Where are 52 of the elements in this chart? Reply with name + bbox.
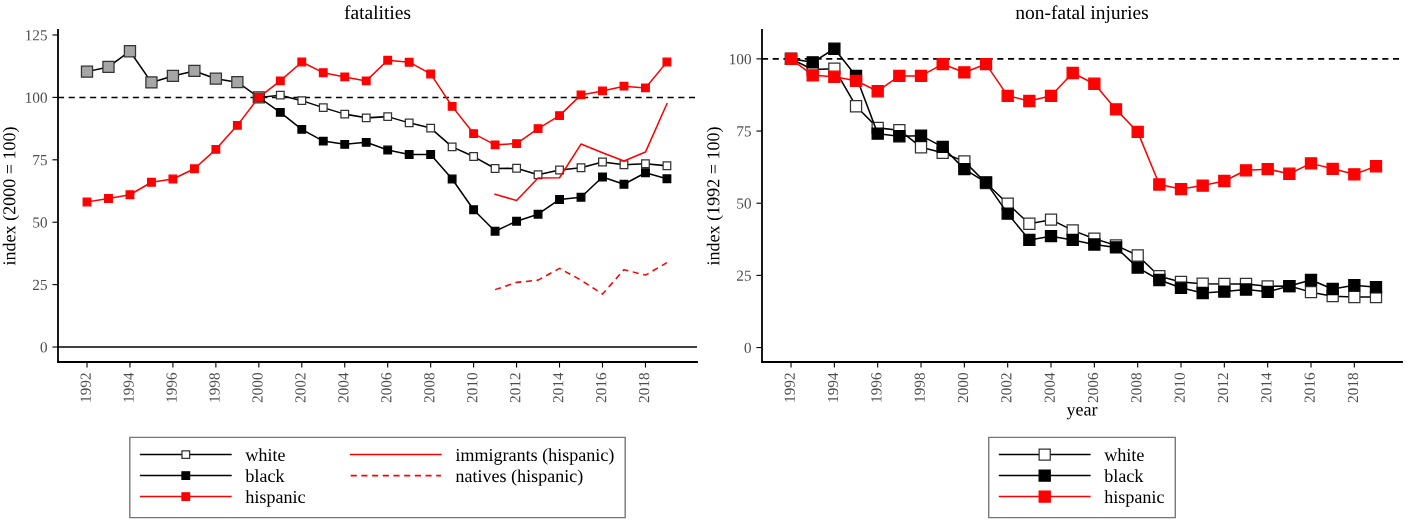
x-tick-label: 2012 — [1217, 373, 1229, 403]
y-tick-label: 0 — [40, 342, 47, 353]
x-tick-label: 2000 — [252, 373, 263, 403]
x-tick-label: 1998 — [209, 373, 220, 402]
y-tick-label: 75 — [33, 155, 47, 166]
x-tick-label: 1994 — [123, 372, 134, 402]
y-tick-label: 25 — [32, 279, 47, 291]
y-tick-label: 50 — [33, 217, 47, 228]
x-tick-label: 2010 — [1174, 373, 1185, 403]
x-tick-label: 2010 — [467, 373, 478, 403]
x-axis-title: year — [1066, 406, 1098, 420]
y-axis-title: index (2000 = 100) — [2, 127, 20, 266]
x-tick-label: 2004 — [1044, 372, 1055, 403]
y-tick-label: 100 — [26, 92, 47, 103]
legend-label: hispanic — [1104, 490, 1164, 507]
x-tick-label: 2016 — [596, 372, 607, 403]
x-tick-label: 2002 — [295, 373, 306, 403]
y-tick-label: 50 — [737, 198, 751, 209]
x-tick-label: 2006 — [381, 372, 392, 403]
legend-label: immigrants (hispanic) — [455, 448, 614, 465]
legend-label: natives (hispanic) — [455, 469, 583, 486]
chart-title: non-fatal injuries — [1015, 5, 1148, 24]
x-tick-label: 2012 — [510, 373, 521, 403]
y-tick-label: 0 — [744, 342, 751, 354]
x-tick-label: 2014 — [1261, 372, 1272, 403]
legend-label: white — [245, 448, 285, 462]
x-tick-label: 2018 — [1347, 373, 1359, 403]
y-tick-label: 100 — [730, 54, 751, 65]
x-tick-label: 2006 — [1087, 372, 1099, 403]
x-tick-label: 2008 — [1131, 373, 1142, 403]
x-tick-label: 2008 — [424, 373, 435, 403]
y-tick-label: 25 — [736, 270, 751, 281]
x-tick-label: 2014 — [553, 372, 564, 403]
x-tick-label: 2018 — [638, 373, 650, 403]
x-tick-label: 1996 — [166, 372, 177, 402]
x-tick-label: 1994 — [827, 372, 839, 402]
legend-label: white — [1104, 448, 1144, 462]
y-tick-label: 75 — [737, 126, 751, 137]
legend-label: black — [245, 469, 285, 483]
x-tick-label: 2000 — [957, 373, 969, 403]
y-tick-label: 125 — [26, 30, 47, 41]
x-tick-label: 2004 — [338, 372, 349, 403]
chart-title: fatalities — [344, 5, 411, 20]
x-tick-label: 1992 — [784, 373, 795, 402]
x-tick-label: 1998 — [914, 373, 925, 402]
y-axis-title: index (1992 = 100) — [706, 127, 724, 266]
legend-label: hispanic — [245, 490, 305, 507]
x-tick-label: 2002 — [1001, 373, 1012, 403]
x-tick-label: 1992 — [80, 373, 91, 402]
legend-label: black — [1104, 469, 1144, 483]
x-tick-label: 2016 — [1304, 372, 1315, 403]
x-tick-label: 1996 — [871, 372, 882, 402]
